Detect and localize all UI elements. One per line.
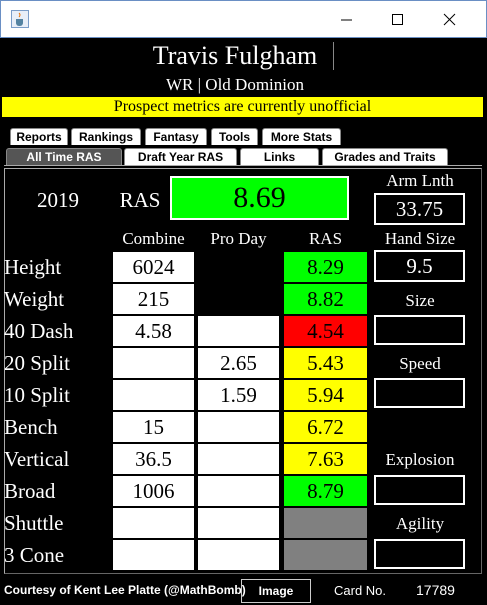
- ras-cell: 5.94: [283, 379, 368, 411]
- year: 2019: [37, 187, 79, 212]
- speed-label: Speed: [399, 354, 441, 373]
- pro-day-cell: 2.65: [197, 347, 280, 379]
- tab[interactable]: More Stats: [262, 128, 341, 145]
- ras-panel: [4, 168, 482, 574]
- row-label: Shuttle: [4, 511, 64, 535]
- row-label: 3 Cone: [4, 543, 65, 567]
- window-controls[interactable]: [341, 11, 481, 29]
- ras-cell: [283, 539, 368, 571]
- subtitle: WR | Old Dominion: [166, 75, 304, 94]
- pro-day-cell: 1.59: [197, 379, 280, 411]
- tab[interactable]: All Time RAS: [6, 148, 122, 165]
- row-label: Vertical: [4, 447, 70, 471]
- ras-label: RAS: [119, 187, 161, 212]
- card-no-label: Card No.: [334, 583, 387, 598]
- ras-cell: 8.79: [283, 475, 368, 507]
- row-label: Bench: [4, 415, 58, 439]
- tab[interactable]: Tools: [211, 128, 258, 145]
- ras-cell: 5.43: [283, 347, 368, 379]
- arm-length: 33.75: [374, 193, 465, 225]
- ras-cell: 7.63: [283, 443, 368, 475]
- pro-day-cell: [197, 475, 280, 507]
- pro-day-cell: [197, 411, 280, 443]
- tab[interactable]: Draft Year RAS: [124, 148, 237, 165]
- column-header: Pro Day: [210, 229, 267, 248]
- hand-size-label: Hand Size: [384, 229, 456, 248]
- speed-box: [374, 378, 465, 408]
- agility-label: Agility: [395, 514, 445, 533]
- ras-cell: [283, 507, 368, 539]
- row-label: 40 Dash: [4, 319, 74, 343]
- ras-cell: 8.82: [283, 283, 368, 315]
- pro-day-cell: [197, 443, 280, 475]
- ras-cell: 6.72: [283, 411, 368, 443]
- arm-length-label: Arm Lnth: [386, 171, 454, 190]
- pro-day-cell: [197, 507, 280, 539]
- image-button[interactable]: Image: [241, 579, 311, 603]
- agility-box: [374, 539, 465, 569]
- row-label: Weight: [4, 287, 65, 311]
- title-bar: [0, 0, 487, 38]
- card-no: 17789: [416, 582, 455, 598]
- combine-cell: 36.5: [112, 443, 195, 475]
- ras-cell: 8.29: [283, 251, 368, 283]
- row-label: 20 Split: [4, 351, 70, 375]
- column-header: RAS: [308, 229, 343, 248]
- row-label: 10 Split: [4, 383, 70, 407]
- ras-score: 8.69: [170, 176, 349, 220]
- credit: Courtesy of Kent Lee Platte (@MathBomb): [4, 583, 246, 597]
- explosion-label: Explosion: [385, 450, 455, 469]
- divider: [333, 42, 334, 70]
- combine-cell: 215: [112, 283, 195, 315]
- combine-cell: [112, 379, 195, 411]
- row-label: Broad: [4, 479, 56, 503]
- tab-line: [4, 165, 482, 166]
- combine-cell: 4.58: [112, 315, 195, 347]
- pro-day-cell: [197, 315, 280, 347]
- player-name: Travis Fulgham: [152, 41, 318, 70]
- pro-day-cell: [197, 539, 280, 571]
- tab[interactable]: Rankings: [71, 128, 141, 145]
- row-label: Height: [4, 255, 62, 279]
- combine-cell: 1006: [112, 475, 195, 507]
- combine-cell: [112, 539, 195, 571]
- combine-cell: [112, 507, 195, 539]
- explosion-box: [374, 475, 465, 505]
- hand-size: 9.5: [374, 250, 465, 282]
- ras-cell: 4.54: [283, 315, 368, 347]
- tab[interactable]: Grades and Traits: [322, 148, 448, 165]
- column-header: Combine: [122, 229, 185, 248]
- combine-cell: 15: [112, 411, 195, 443]
- tab[interactable]: Links: [240, 148, 319, 165]
- combine-cell: 6024: [112, 251, 195, 283]
- tab[interactable]: Reports: [10, 128, 68, 145]
- app-icon: [11, 10, 29, 28]
- size-label: Size: [405, 291, 435, 310]
- banner: Prospect metrics are currently unofficia…: [2, 97, 483, 117]
- tab[interactable]: Fantasy: [145, 128, 207, 145]
- combine-cell: [112, 347, 195, 379]
- size-box: [374, 315, 465, 345]
